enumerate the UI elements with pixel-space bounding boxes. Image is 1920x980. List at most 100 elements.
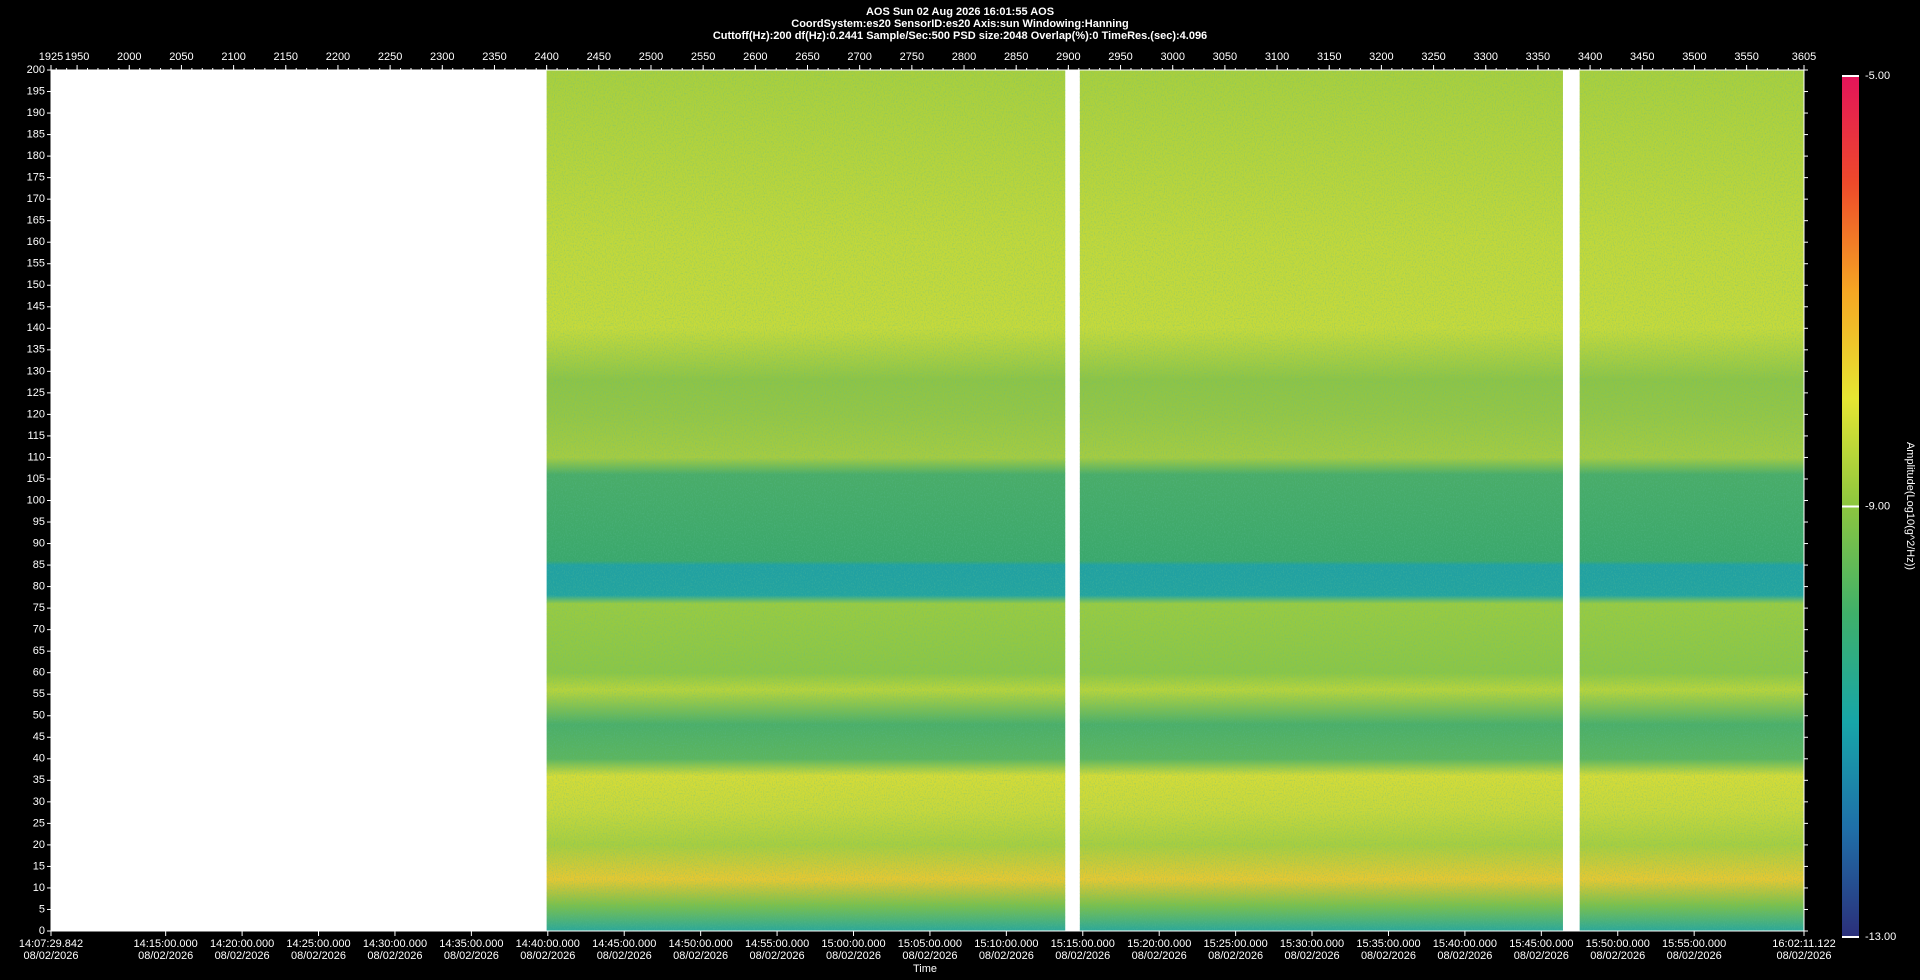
y-tick-label: 125 <box>27 387 45 399</box>
y-tick-label: 30 <box>33 796 45 808</box>
x-tick-label: 1950 <box>65 51 89 63</box>
y-tick-label: 0 <box>39 925 45 937</box>
x2-tick-date: 08/02/2026 <box>291 950 346 962</box>
y-tick-label: 100 <box>27 494 45 506</box>
x2-tick-date: 08/02/2026 <box>1055 950 1110 962</box>
x2-tick-label: 15:20:00.000 <box>1127 938 1191 950</box>
y-tick-label: 45 <box>33 731 45 743</box>
x2-tick-label: 15:50:00.000 <box>1586 938 1650 950</box>
y-tick-label: 15 <box>33 860 45 872</box>
x2-tick-label: 15:45:00.000 <box>1509 938 1573 950</box>
x-tick-label: 2000 <box>117 51 141 63</box>
x-tick-label: 2050 <box>169 51 193 63</box>
y-tick-label: 35 <box>33 774 45 786</box>
y-tick-label: 115 <box>27 430 45 442</box>
x-tick-label: 3250 <box>1421 51 1445 63</box>
x2-tick-date: 08/02/2026 <box>750 950 805 962</box>
spectrogram-texture <box>1579 70 1804 931</box>
y-tick-label: 185 <box>27 128 45 140</box>
x-tick-label: 2950 <box>1108 51 1132 63</box>
y-tick-label: 85 <box>33 559 45 571</box>
y-tick-label: 95 <box>33 516 45 528</box>
x-tick-label: 2100 <box>221 51 245 63</box>
x2-tick-label: 14:25:00.000 <box>286 938 350 950</box>
y-tick-label: 195 <box>27 85 45 97</box>
y-tick-label: 165 <box>27 215 45 227</box>
y-tick-label: 70 <box>33 624 45 636</box>
spectrogram-texture <box>1079 70 1563 931</box>
spectrogram-texture <box>546 70 1066 931</box>
y-tick-label: 25 <box>33 817 45 829</box>
y-tick-label: 120 <box>27 408 45 420</box>
y-tick-label: 200 <box>27 64 45 76</box>
x-tick-label: 2850 <box>1004 51 1028 63</box>
x-tick-label: 2350 <box>482 51 506 63</box>
x2-tick-date: 08/02/2026 <box>826 950 881 962</box>
y-tick-label: 5 <box>39 903 45 915</box>
x2-tick-label: 15:10:00.000 <box>974 938 1038 950</box>
x2-tick-label: 14:45:00.000 <box>592 938 656 950</box>
x-tick-label: 2450 <box>587 51 611 63</box>
x2-tick-date: 08/02/2026 <box>215 950 270 962</box>
y-tick-label: 80 <box>33 581 45 593</box>
x-tick-label: 3605 <box>1792 51 1816 63</box>
x2-tick-date: 08/02/2026 <box>23 950 78 962</box>
x2-tick-label: 14:30:00.000 <box>363 938 427 950</box>
x-tick-label: 3000 <box>1160 51 1184 63</box>
title-block: AOS Sun 02 Aug 2026 16:01:55 AOS CoordSy… <box>713 6 1207 42</box>
title: CoordSystem:es20 SensorID:es20 Axis:sun … <box>791 18 1129 30</box>
y-tick-label: 140 <box>27 322 45 334</box>
x-tick-label: 3350 <box>1526 51 1550 63</box>
x2-tick-date: 08/02/2026 <box>673 950 728 962</box>
x-tick-label: 3550 <box>1734 51 1758 63</box>
y-tick-label: 75 <box>33 602 45 614</box>
x2-tick-date: 08/02/2026 <box>1514 950 1569 962</box>
x-tick-label: 2650 <box>795 51 819 63</box>
y-tick-label: 150 <box>27 279 45 291</box>
y-tick-label: 65 <box>33 645 45 657</box>
y-tick-label: 155 <box>27 258 45 270</box>
x2-tick-date: 08/02/2026 <box>1667 950 1722 962</box>
x2-tick-label: 15:30:00.000 <box>1280 938 1344 950</box>
x-tick-label: 1925 <box>39 51 63 63</box>
y-tick-label: 130 <box>27 365 45 377</box>
x2-tick-date: 08/02/2026 <box>1208 950 1263 962</box>
y-tick-label: 190 <box>27 107 45 119</box>
title: Cuttoff(Hz):200 df(Hz):0.2441 Sample/Sec… <box>713 30 1207 42</box>
x2-tick-date: 08/02/2026 <box>1590 950 1645 962</box>
x2-axis-label: Time <box>913 963 937 975</box>
y-tick-label: 145 <box>27 301 45 313</box>
x-tick-label: 3500 <box>1682 51 1706 63</box>
x2-tick-label: 15:00:00.000 <box>821 938 885 950</box>
x2-tick-label: 14:50:00.000 <box>669 938 733 950</box>
x-tick-label: 3050 <box>1213 51 1237 63</box>
x-tick-label: 3200 <box>1369 51 1393 63</box>
x-tick-label: 3150 <box>1317 51 1341 63</box>
x-tick-label: 3400 <box>1578 51 1602 63</box>
x-tick-label: 2900 <box>1056 51 1080 63</box>
x2-tick-label: 14:55:00.000 <box>745 938 809 950</box>
y-tick-label: 175 <box>27 172 45 184</box>
x-tick-label: 2500 <box>639 51 663 63</box>
x-tick-label: 3300 <box>1474 51 1498 63</box>
x-tick-label: 2250 <box>378 51 402 63</box>
y-tick-label: 40 <box>33 753 45 765</box>
y-tick-label: 180 <box>27 150 45 162</box>
colorbar-tick-label: -5.00 <box>1865 70 1890 82</box>
x2-tick-date: 08/02/2026 <box>902 950 957 962</box>
x2-tick-date: 08/02/2026 <box>979 950 1034 962</box>
colorbar-tick-label: -13.00 <box>1865 931 1896 943</box>
x2-tick-date: 08/02/2026 <box>1437 950 1492 962</box>
x-tick-label: 3100 <box>1265 51 1289 63</box>
x-tick-label: 2400 <box>534 51 558 63</box>
title: AOS Sun 02 Aug 2026 16:01:55 AOS <box>866 6 1054 18</box>
x2-tick-label: 15:15:00.000 <box>1051 938 1115 950</box>
x2-tick-date: 08/02/2026 <box>444 950 499 962</box>
x2-tick-label: 15:35:00.000 <box>1356 938 1420 950</box>
x2-tick-label: 15:05:00.000 <box>898 938 962 950</box>
y-tick-label: 20 <box>33 839 45 851</box>
y-tick-label: 135 <box>27 344 45 356</box>
x2-tick-date: 08/02/2026 <box>597 950 652 962</box>
